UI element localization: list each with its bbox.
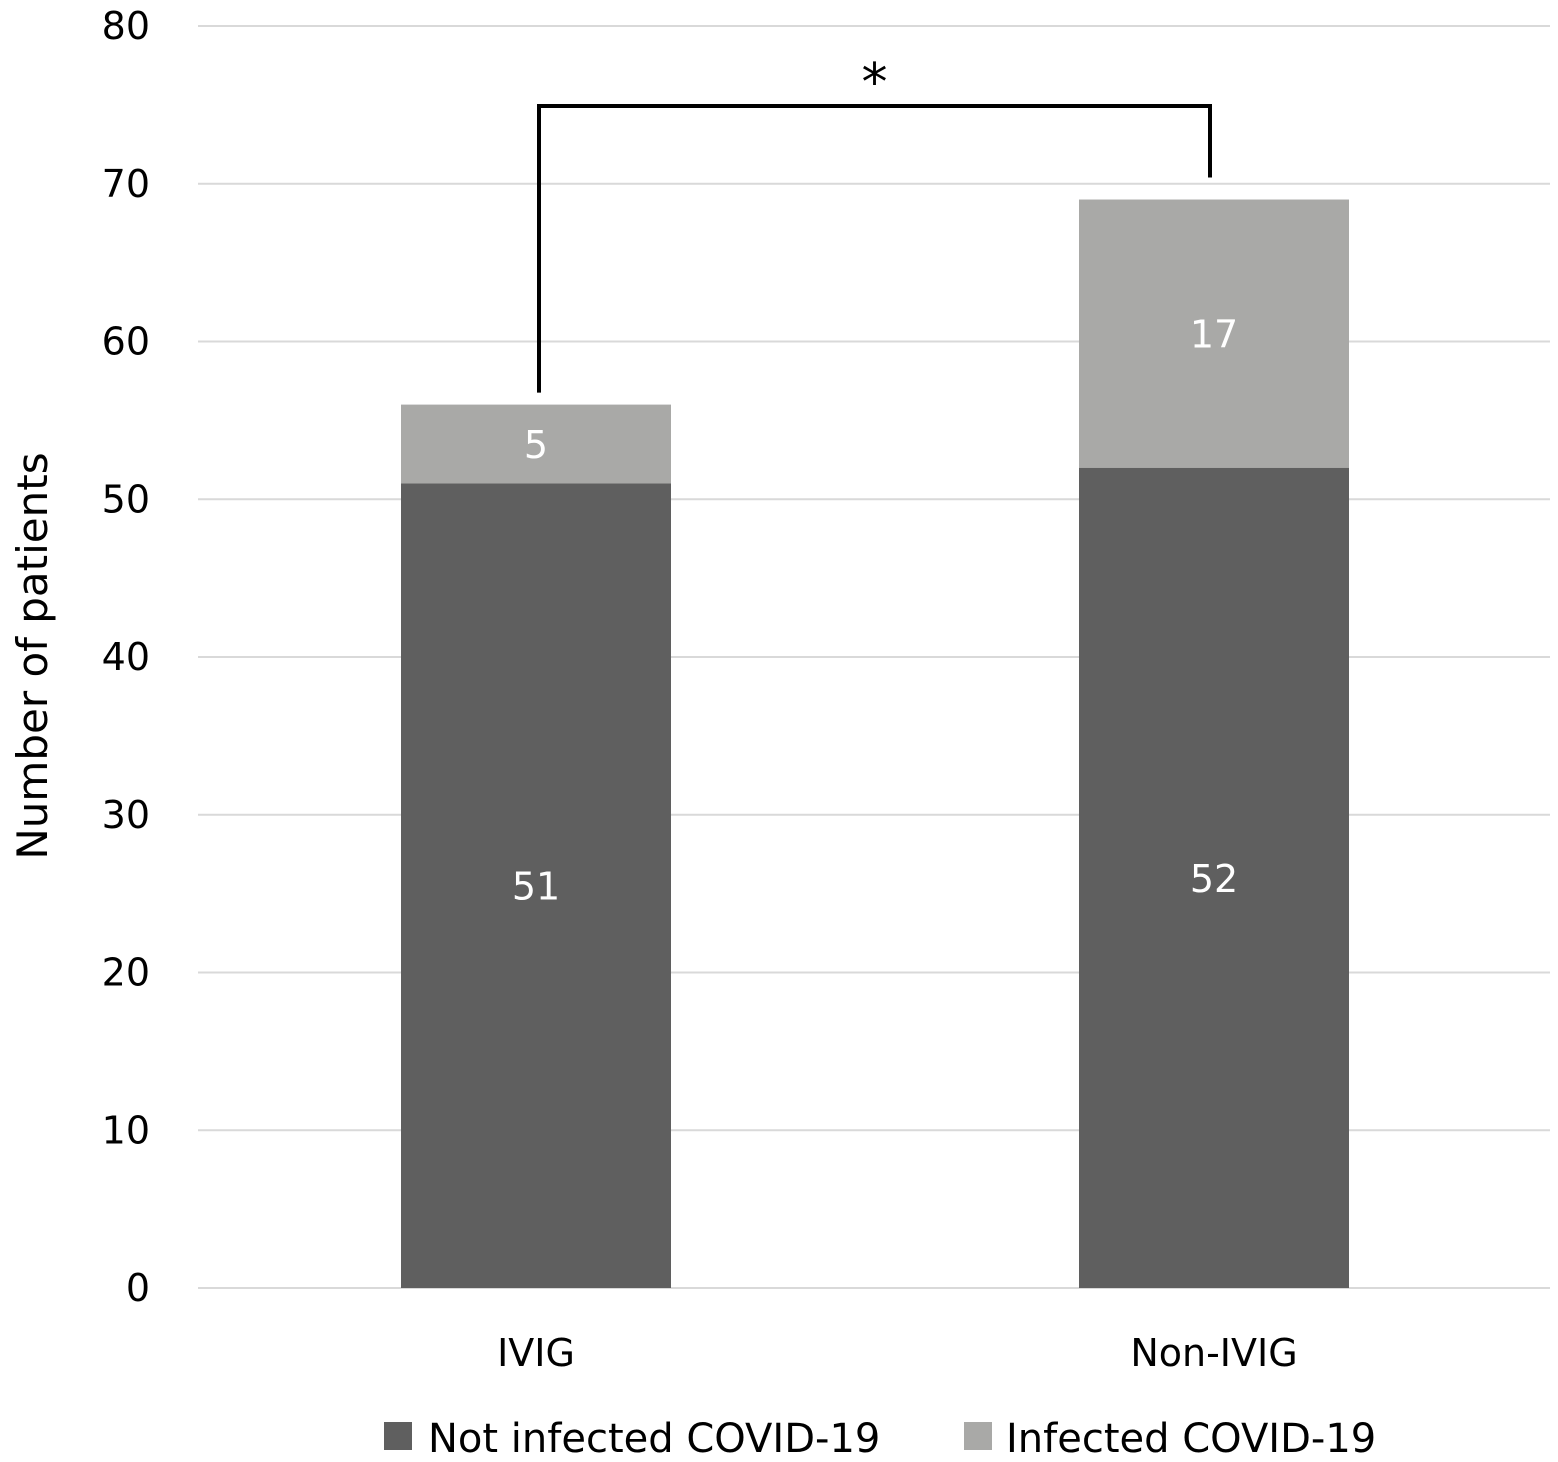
data-label: 17 [1190,313,1238,357]
significance-asterisk: * [862,53,888,113]
legend-swatch [964,1422,992,1450]
data-label: 51 [512,865,560,909]
y-tick-label: 10 [102,1108,150,1152]
significance-annotation: * [537,53,1212,393]
y-tick-label: 80 [102,4,150,48]
bars [401,199,1349,1289]
bar-segment [401,404,671,484]
legend-label: Infected COVID-19 [1006,1416,1376,1462]
bar-segment [401,483,671,1289]
bar-segment [1079,467,1349,1288]
x-axis-ticks: IVIG Non-IVIG [497,1331,1298,1375]
legend: Not infected COVID-19 Infected COVID-19 [384,1416,1376,1462]
y-tick-label: 0 [126,1266,150,1310]
legend-swatch [384,1422,412,1450]
y-tick-label: 60 [102,320,150,364]
y-tick-label: 50 [102,477,150,521]
y-axis-title: Number of patients [8,452,57,859]
significance-bracket [537,104,1212,393]
y-tick-label: 20 [102,951,150,995]
data-label: 5 [524,423,548,467]
x-tick-label: IVIG [497,1331,575,1375]
y-tick-label: 30 [102,793,150,837]
bar-segment [1079,199,1349,468]
y-tick-label: 40 [102,635,150,679]
x-tick-label: Non-IVIG [1130,1331,1297,1375]
legend-label: Not infected COVID-19 [428,1416,880,1462]
y-tick-label: 70 [102,162,150,206]
data-labels: 51 5 52 17 [512,313,1238,909]
data-label: 52 [1190,857,1238,901]
y-axis-ticks: 0 10 20 30 40 50 60 70 80 [102,4,150,1310]
